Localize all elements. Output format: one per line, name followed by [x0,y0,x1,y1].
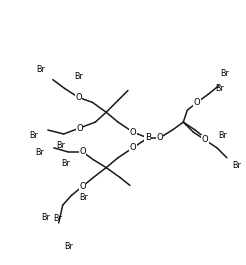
Text: Br: Br [74,72,83,81]
Text: Br: Br [61,159,70,168]
Text: O: O [76,123,83,132]
Text: O: O [202,135,208,144]
Text: O: O [79,182,86,191]
Text: B: B [145,134,151,143]
Text: Br: Br [30,131,38,140]
Text: Br: Br [56,141,65,150]
Text: O: O [79,147,86,156]
Text: O: O [130,143,136,152]
Text: Br: Br [35,148,44,157]
Text: Br: Br [53,214,62,223]
Text: Br: Br [215,84,224,93]
Text: O: O [156,134,163,143]
Text: Br: Br [41,213,50,222]
Text: Br: Br [232,161,241,170]
Text: Br: Br [220,69,229,78]
Text: O: O [194,98,200,107]
Text: Br: Br [79,193,88,202]
Text: Br: Br [64,242,73,251]
Text: Br: Br [36,65,45,74]
Text: O: O [130,127,136,136]
Text: O: O [75,93,82,102]
Text: Br: Br [218,131,227,140]
